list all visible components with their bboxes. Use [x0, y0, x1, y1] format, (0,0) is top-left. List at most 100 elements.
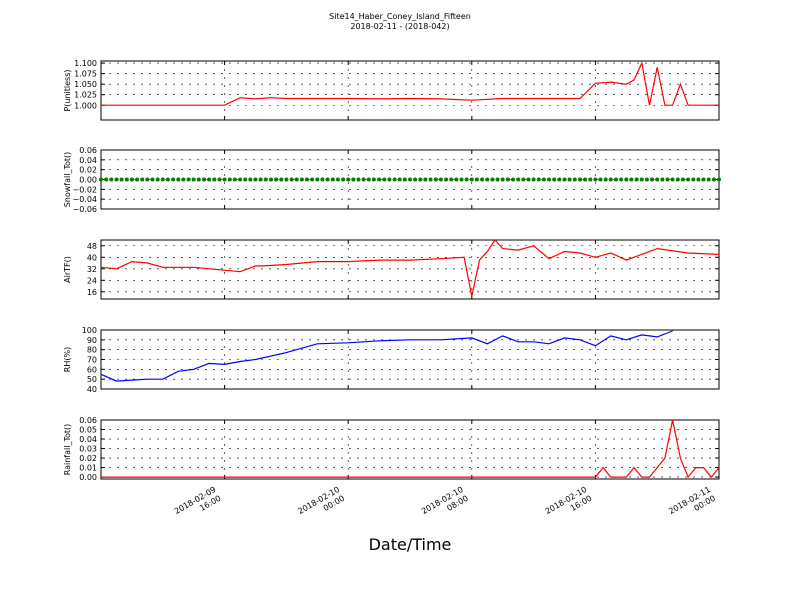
series-point [588, 177, 593, 182]
y-tick-label: 48 [87, 242, 97, 251]
y-tick-label: 0.02 [79, 454, 97, 463]
series-point [505, 177, 510, 182]
y-tick-label: 0.06 [79, 416, 97, 425]
series-point [644, 177, 649, 182]
y-tick-label: 0.02 [79, 166, 97, 175]
series-line [100, 330, 673, 382]
y-axis-label: AirTF() [63, 256, 72, 283]
series-point [238, 177, 243, 182]
series-line [101, 419, 720, 479]
series-point [227, 177, 232, 182]
series-point [423, 177, 428, 182]
series-point [124, 177, 129, 182]
series-point [387, 177, 392, 182]
series-point [583, 177, 588, 182]
y-tick-label: 1.075 [74, 70, 97, 79]
series-point [320, 177, 325, 182]
series-point [160, 177, 165, 182]
panel-5: 0.000.010.020.030.040.050.06 Rainfall_Tot… [63, 416, 720, 482]
series-point [325, 177, 330, 182]
series-point [454, 177, 459, 182]
series-point [557, 177, 562, 182]
series-point [572, 177, 577, 182]
series-point [639, 177, 644, 182]
series-point [335, 177, 340, 182]
series-point [495, 177, 500, 182]
series-point [428, 177, 433, 182]
figure-subtitle: 2018-02-11 - (2018-042) [350, 22, 449, 31]
series-point [341, 177, 346, 182]
series-point [717, 177, 721, 182]
series-point [176, 177, 181, 182]
y-tick-label: 1.100 [74, 59, 97, 68]
series-point [186, 177, 191, 182]
series-point [114, 177, 119, 182]
y-tick-label: 40 [87, 385, 97, 394]
series-point [619, 177, 624, 182]
series-point [598, 177, 603, 182]
y-tick-label: 50 [87, 375, 97, 384]
series-point [485, 177, 490, 182]
series-point [681, 177, 685, 182]
series-point [469, 177, 474, 182]
series-point [433, 177, 438, 182]
plot-frame [100, 419, 720, 480]
series-point [212, 177, 217, 182]
panel-2: −0.06−0.04−0.020.000.020.040.06 Snowfall_… [63, 146, 721, 214]
series-point [691, 177, 696, 182]
y-tick-label: 80 [87, 346, 97, 355]
y-tick-label: 1.000 [74, 101, 97, 110]
series-point [222, 177, 227, 182]
series-point [408, 177, 412, 182]
series-point [490, 177, 495, 182]
series-point [402, 177, 407, 182]
series-point [371, 177, 376, 182]
y-tick-label: 40 [87, 253, 97, 262]
series-point [284, 177, 289, 182]
series-point [675, 177, 680, 182]
y-tick-label: −0.04 [72, 195, 97, 204]
series-point [547, 177, 551, 182]
series-point [444, 177, 449, 182]
series-point [356, 177, 361, 182]
series-point [294, 177, 299, 182]
series-point [464, 177, 469, 182]
series-point [140, 177, 145, 182]
y-tick-label: 24 [87, 276, 97, 285]
series-point [232, 177, 237, 182]
y-axis-label: P(unitless) [63, 69, 72, 111]
series-point [655, 177, 660, 182]
series-point [567, 177, 572, 182]
series-point [269, 177, 273, 182]
series-point [706, 177, 711, 182]
series-point [665, 177, 670, 182]
series-point [181, 177, 186, 182]
series-point [99, 177, 103, 182]
y-tick-label: 90 [87, 336, 97, 345]
series-point [449, 177, 454, 182]
series-point [500, 177, 505, 182]
series-point [397, 177, 402, 182]
y-axis-label: Rainfall_Tot() [63, 424, 72, 476]
series-point [207, 177, 212, 182]
series-point [516, 177, 521, 182]
x-axis-label: Date/Time [369, 535, 452, 554]
series-point [217, 177, 222, 182]
series-point [165, 177, 170, 182]
series-point [351, 177, 356, 182]
figure-title: Site14_Haber_Coney_Island_Fifteen [329, 12, 471, 21]
series-point [474, 177, 479, 182]
series-point [109, 177, 114, 182]
series-point [202, 177, 206, 182]
y-tick-label: 16 [87, 288, 97, 297]
y-tick-label: 1.050 [74, 80, 97, 89]
y-axis-label: Snowfall_Tot() [63, 152, 72, 208]
series-point [521, 177, 526, 182]
y-tick-label: 100 [82, 326, 97, 335]
series-line [100, 239, 720, 297]
series-point [578, 177, 582, 182]
series-point [459, 177, 464, 182]
plot-frame [100, 60, 720, 121]
